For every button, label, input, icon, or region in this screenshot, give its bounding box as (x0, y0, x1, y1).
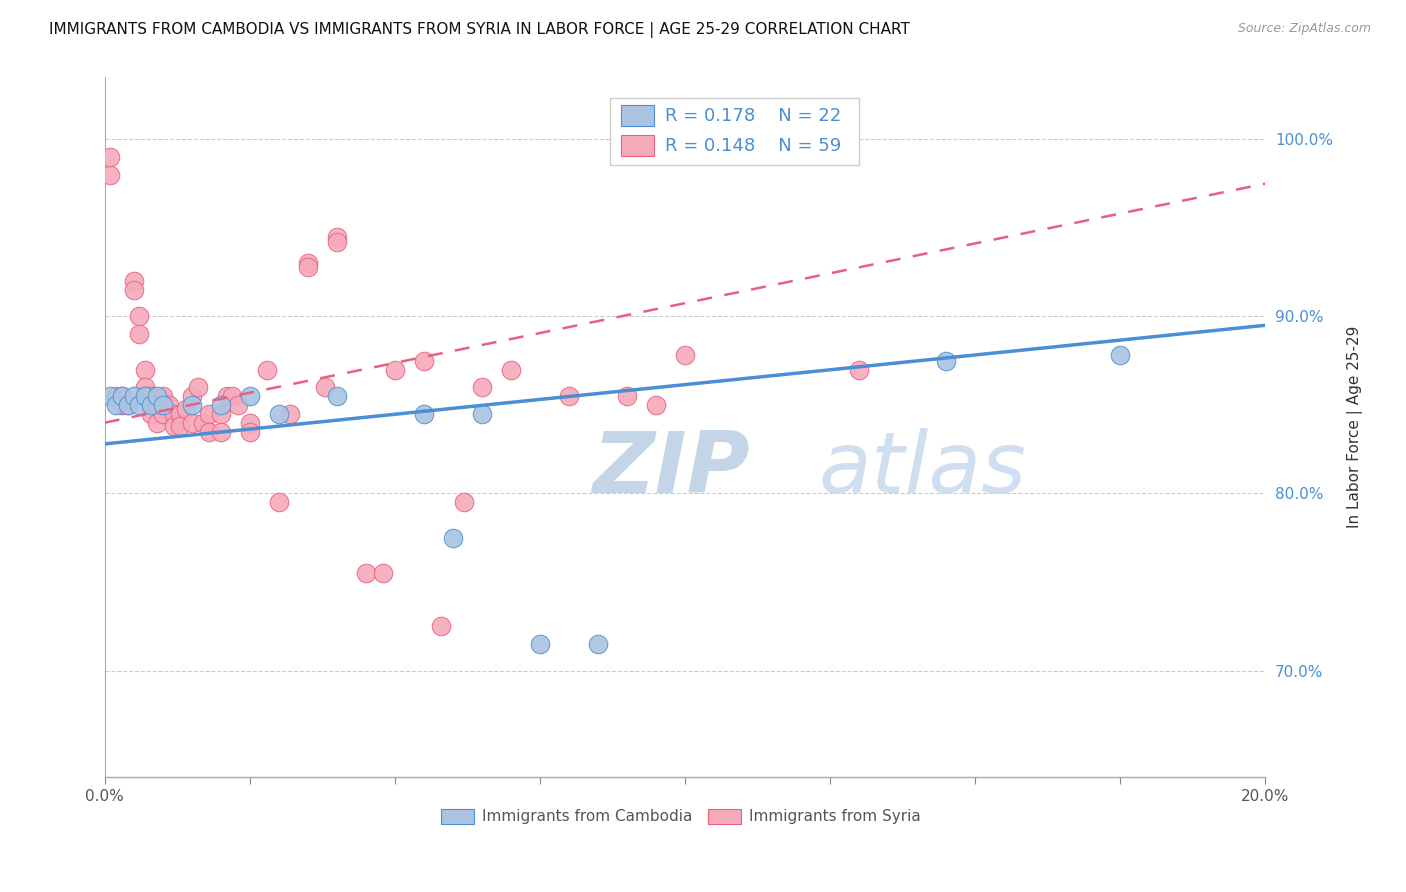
Point (198, 407, 221, 421)
Point (117, 398, 139, 412)
Point (1109, 348, 1132, 362)
Bar (441, 809, 474, 824)
Point (267, 495, 290, 509)
Point (198, 425, 221, 439)
Point (221, 389, 243, 403)
Point (163, 419, 186, 434)
Point (673, 348, 696, 362)
Point (453, 495, 475, 509)
Point (314, 380, 336, 394)
Point (209, 407, 232, 421)
Point (616, 389, 638, 403)
Point (105, 389, 128, 403)
Point (430, 619, 453, 633)
Point (239, 416, 262, 430)
Point (180, 398, 202, 412)
Point (645, 398, 668, 412)
Text: IMMIGRANTS FROM CAMBODIA VS IMMIGRANTS FROM SYRIA IN LABOR FORCE | AGE 25-29 COR: IMMIGRANTS FROM CAMBODIA VS IMMIGRANTS F… (49, 22, 910, 38)
Point (139, 398, 162, 412)
Point (441, 531, 464, 545)
Point (586, 637, 609, 651)
Point (280, 407, 302, 421)
Point (157, 398, 180, 412)
Point (256, 362, 278, 376)
Text: ZIP: ZIP (592, 427, 749, 510)
Point (134, 389, 156, 403)
Bar (621, 136, 654, 156)
Point (215, 389, 238, 403)
Point (134, 380, 156, 394)
Point (146, 416, 169, 430)
Point (111, 389, 134, 403)
Point (354, 566, 377, 581)
Point (134, 389, 156, 403)
Point (848, 362, 870, 376)
Point (169, 419, 191, 434)
Point (122, 389, 145, 403)
Y-axis label: In Labor Force | Age 25-29: In Labor Force | Age 25-29 (1347, 326, 1362, 528)
Point (499, 362, 522, 376)
Point (128, 398, 150, 412)
Point (180, 416, 202, 430)
Point (152, 398, 174, 412)
Point (111, 398, 134, 412)
Bar (621, 105, 654, 127)
Point (412, 407, 434, 421)
Point (117, 398, 139, 412)
Point (100, 150, 122, 164)
Point (139, 407, 162, 421)
Point (122, 283, 145, 297)
Point (128, 327, 150, 342)
Point (297, 260, 319, 274)
Point (139, 389, 162, 403)
Text: Immigrants from Cambodia: Immigrants from Cambodia (482, 809, 692, 824)
Point (209, 425, 232, 439)
Point (297, 256, 319, 270)
Point (529, 637, 551, 651)
Point (209, 398, 232, 412)
Point (105, 398, 128, 412)
Point (471, 407, 494, 421)
Point (239, 425, 262, 439)
Point (373, 566, 395, 581)
Point (134, 362, 156, 376)
Point (152, 407, 174, 421)
Point (935, 353, 957, 368)
Point (122, 274, 145, 288)
Point (174, 401, 197, 416)
Point (267, 407, 290, 421)
Text: atlas: atlas (818, 427, 1026, 510)
Point (193, 416, 215, 430)
Point (412, 353, 434, 368)
Point (100, 389, 122, 403)
Point (180, 389, 202, 403)
Point (558, 389, 581, 403)
Point (169, 407, 191, 421)
Bar (709, 809, 741, 824)
Text: R = 0.178    N = 22: R = 0.178 N = 22 (665, 107, 842, 125)
Point (471, 380, 494, 394)
Point (326, 235, 349, 249)
Point (100, 168, 122, 182)
Text: R = 0.148    N = 59: R = 0.148 N = 59 (665, 137, 842, 155)
Point (152, 389, 174, 403)
Point (326, 389, 349, 403)
Point (163, 407, 186, 421)
Point (226, 398, 249, 412)
FancyBboxPatch shape (610, 98, 859, 165)
Point (186, 380, 208, 394)
Text: Immigrants from Syria: Immigrants from Syria (749, 809, 921, 824)
Point (384, 362, 406, 376)
Text: Source: ZipAtlas.com: Source: ZipAtlas.com (1237, 22, 1371, 36)
Point (326, 229, 349, 244)
Point (239, 389, 262, 403)
Point (146, 398, 169, 412)
Point (111, 389, 134, 403)
Point (128, 310, 150, 324)
Point (146, 389, 169, 403)
